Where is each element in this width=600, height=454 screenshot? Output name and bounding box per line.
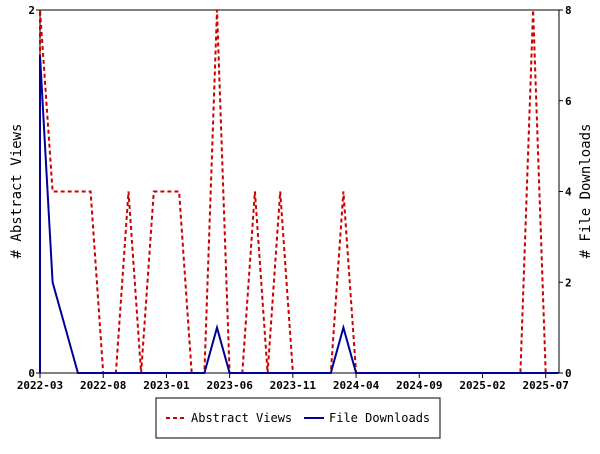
y-right-tick-label: 0 (565, 367, 572, 380)
x-tick-label: 2025-07 (523, 379, 569, 392)
x-tick-label: 2023-06 (206, 379, 253, 392)
legend: Abstract Views File Downloads (155, 397, 441, 439)
y-right-ticks: 0 2 4 6 8 (559, 4, 572, 380)
x-ticks: 2022-03 2022-08 2023-01 2023-06 2023-11 2024-… (17, 373, 569, 392)
legend-box (155, 397, 441, 439)
x-tick-label: 2022-03 (17, 379, 63, 392)
y-right-tick-label: 4 (565, 186, 572, 199)
y-right-tick-label: 8 (565, 4, 572, 17)
x-tick-label: 2023-11 (270, 379, 317, 392)
right-axis-title: # File Downloads (578, 124, 594, 259)
x-tick-label: 2025-02 (459, 379, 505, 392)
legend-label-file-downloads: File Downloads (329, 411, 430, 425)
plot-area (39, 9, 560, 374)
x-tick-label: 2023-01 (143, 379, 190, 392)
series-layer (39, 9, 559, 374)
series-line-file-downloads (39, 55, 559, 374)
left-axis-title: # Abstract Views (9, 124, 25, 259)
y-right-tick-label: 6 (565, 95, 572, 108)
y-left-ticks: 02 (28, 4, 40, 380)
x-tick-label: 2024-09 (396, 379, 442, 392)
y-right-tick-label: 2 (565, 276, 572, 289)
legend-label-abstract-views: Abstract Views (191, 411, 292, 425)
x-tick-label: 2024-04 (333, 379, 380, 392)
y-left-tick-label: 0 (28, 367, 35, 380)
y-left-tick-label: 2 (28, 4, 35, 17)
x-tick-label: 2022-08 (80, 379, 126, 392)
